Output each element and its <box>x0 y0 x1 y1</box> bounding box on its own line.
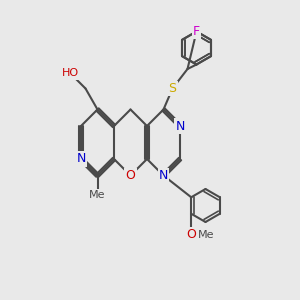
Text: HO: HO <box>62 68 79 79</box>
Text: N: N <box>76 152 86 166</box>
Text: N: N <box>175 119 185 133</box>
Text: O: O <box>186 228 196 241</box>
Text: N: N <box>159 169 168 182</box>
Text: O: O <box>126 169 135 182</box>
Text: F: F <box>193 25 200 38</box>
Text: S: S <box>169 82 176 95</box>
Text: Me: Me <box>198 230 214 240</box>
Text: Me: Me <box>89 190 106 200</box>
